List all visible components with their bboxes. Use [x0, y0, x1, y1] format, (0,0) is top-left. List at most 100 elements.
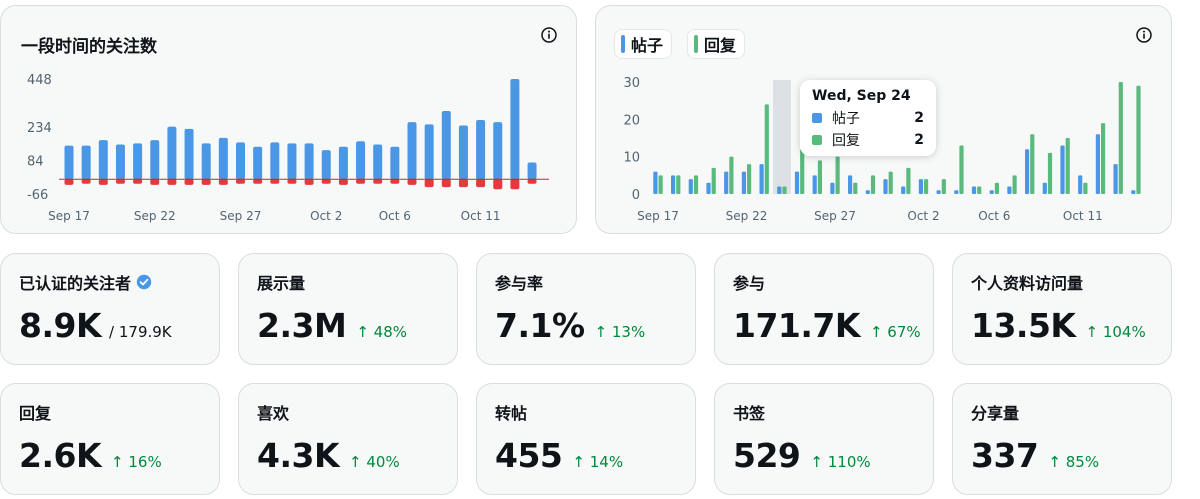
posts-bar — [794, 171, 800, 194]
stat-label: 参与率 — [495, 274, 544, 293]
stat-label: 转帖 — [495, 404, 528, 423]
y-tick-label: 84 — [27, 154, 44, 169]
info-icon[interactable] — [540, 26, 558, 44]
posts-bar — [971, 186, 977, 194]
tooltip-row-replies: 回复 2 — [812, 129, 924, 151]
stat-card-likes[interactable]: 喜欢 4.3K ↑ 40% — [238, 383, 458, 495]
stat-label: 参与 — [733, 274, 766, 293]
posts-bar — [724, 171, 729, 194]
stat-card-shares[interactable]: 分享量 337 ↑ 85% — [952, 383, 1172, 495]
stat-card-profile-visits[interactable]: 个人资料访问量 13.5K ↑ 104% — [952, 253, 1172, 365]
follower-gain-bar — [150, 140, 160, 180]
follower-gain-bar — [201, 143, 211, 180]
x-tick-label: Sep 22 — [134, 209, 176, 223]
posts-bar — [1042, 182, 1047, 194]
posts-bar — [653, 171, 658, 194]
stat-change: ↑ 48% — [356, 323, 407, 341]
replies-bar — [870, 175, 876, 194]
tooltip-posts-swatch — [812, 113, 822, 123]
follower-loss-bar — [356, 179, 366, 184]
replies-bar — [977, 186, 982, 194]
stat-value-row: 2.3M ↑ 48% — [257, 306, 407, 345]
tooltip-row-posts: 帖子 2 — [812, 107, 924, 129]
posts-bar — [901, 186, 906, 194]
posts-bar — [671, 175, 676, 194]
stat-card-engagements[interactable]: 参与 171.7K ↑ 67% — [714, 253, 934, 365]
follower-gain-bar — [64, 145, 74, 180]
stat-value: 2.6K — [19, 436, 102, 475]
follower-loss-bar — [201, 179, 211, 185]
follower-gain-bar — [338, 146, 348, 180]
follower-gain-bar — [167, 126, 177, 180]
follower-loss-bar — [270, 179, 280, 184]
posts-bar — [848, 175, 853, 194]
follower-loss-bar — [150, 179, 160, 185]
x-tick-label: Oct 2 — [907, 209, 939, 223]
replies-bar — [1118, 82, 1123, 194]
tooltip-replies-name: 回复 — [832, 133, 860, 149]
stat-change: ↑ 85% — [1048, 453, 1100, 471]
x-tick-label: Sep 22 — [726, 209, 768, 223]
replies-bar — [1065, 138, 1070, 194]
legend-posts-swatch — [621, 35, 625, 53]
info-icon[interactable] — [1135, 26, 1153, 44]
posts-bar — [1078, 175, 1083, 194]
follower-loss-bar — [98, 179, 108, 185]
chart-tooltip: Wed, Sep 24 帖子 2 回复 2 — [800, 80, 936, 156]
stat-change: ↑ 14% — [572, 453, 624, 471]
follower-gain-bar — [304, 143, 314, 180]
stat-card-replies[interactable]: 回复 2.6K ↑ 16% — [0, 383, 220, 495]
follower-loss-bar — [184, 179, 194, 185]
posts-bar — [1007, 186, 1012, 194]
replies-bar — [729, 156, 734, 194]
stat-value: 8.9K — [19, 306, 102, 345]
replies-bar — [1083, 182, 1088, 194]
stat-change: ↑ 104% — [1085, 323, 1146, 341]
replies-bar — [1030, 134, 1035, 194]
y-tick-label: -66 — [27, 188, 48, 203]
follower-gain-bar — [424, 124, 434, 180]
posts-bar — [688, 179, 693, 194]
posts-bar — [830, 182, 835, 194]
stat-value-row: 455 ↑ 14% — [495, 436, 623, 475]
replies-bar — [658, 175, 663, 194]
posts-bar — [918, 179, 923, 194]
posts-bar — [1113, 164, 1118, 194]
follower-loss-bar — [476, 179, 486, 188]
x-tick-label: Oct 6 — [379, 209, 411, 223]
activity-bar-chart: 30 20 10 0 Sep 17 Sep 22 Sep 27 Oct 2 Oct 6 Oct 1… — [623, 76, 1141, 223]
stat-card-engagement-rate[interactable]: 参与率 7.1% ↑ 13% — [476, 253, 696, 365]
follower-loss-bar — [167, 179, 177, 185]
legend-replies[interactable]: 回复 — [687, 29, 746, 59]
stat-card-impressions[interactable]: 展示量 2.3M ↑ 48% — [238, 253, 458, 365]
replies-bar — [1101, 123, 1106, 194]
stat-value-row: 4.3K ↑ 40% — [257, 436, 400, 475]
follower-gain-bar — [527, 162, 537, 180]
posts-bar — [1131, 190, 1136, 194]
replies-bar — [941, 179, 946, 194]
tooltip-replies-swatch — [812, 135, 822, 145]
follower-gain-bar — [115, 144, 125, 180]
posts-bar — [1095, 134, 1100, 194]
tooltip-posts-name: 帖子 — [832, 111, 860, 127]
stat-card-verified-followers[interactable]: 已认证的关注者 8.9K / 179.9K — [0, 253, 220, 365]
x-tick-label: Sep 27 — [814, 209, 856, 223]
follower-loss-bar — [424, 179, 434, 188]
follower-loss-bar — [407, 179, 417, 185]
replies-bar — [906, 167, 911, 194]
legend-posts[interactable]: 帖子 — [614, 29, 673, 59]
replies-bar — [853, 182, 858, 194]
follower-loss-bar — [338, 179, 348, 185]
x-tick-label: Oct 6 — [978, 209, 1010, 223]
replies-bar — [711, 167, 716, 194]
x-tick-label: Oct 2 — [310, 209, 342, 223]
y-tick-label: 20 — [623, 113, 640, 128]
stat-value-row: 13.5K ↑ 104% — [971, 306, 1146, 345]
stat-card-bookmarks[interactable]: 书签 529 ↑ 110% — [714, 383, 934, 495]
posts-bar — [989, 190, 994, 194]
stat-value: 7.1% — [495, 306, 585, 345]
stat-change: ↑ 67% — [869, 323, 921, 341]
stat-card-reposts[interactable]: 转帖 455 ↑ 14% — [476, 383, 696, 495]
stat-label: 书签 — [733, 404, 766, 423]
replies-bar — [676, 175, 681, 194]
